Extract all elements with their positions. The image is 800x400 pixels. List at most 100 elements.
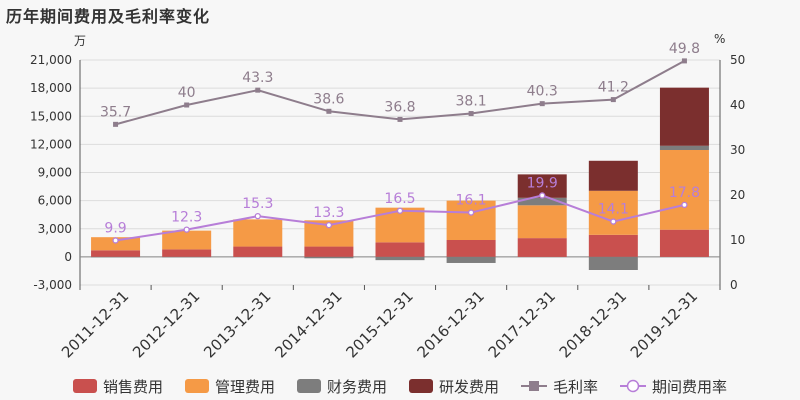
gross-margin-point [113,121,119,127]
expense-ratio-point [254,212,261,220]
bar-segment-2 [588,190,638,235]
legend-swatch-admin [184,379,209,393]
expense-ratio-point [396,207,404,214]
chart-title: 历年期间费用及毛利率变化 [6,7,211,26]
legend-label-finance: 财务费用 [326,377,387,396]
legend-label-sales: 销售费用 [102,377,163,396]
expense-ratio-point [325,221,333,229]
right-axis-unit: % [714,32,726,46]
gross-margin-label: 49.8 [669,41,700,57]
bar-segment-1 [659,229,709,257]
legend-item-expense-ratio[interactable]: 期间费用率 [620,376,727,397]
legend-label-gross-margin: 毛利率 [553,377,599,396]
gross-margin-point [681,58,687,64]
legend-label-rnd: 研发费用 [439,377,500,396]
bar-segment-3 [588,256,638,270]
bar-segment-3 [659,145,709,150]
gross-margin-point [184,102,190,108]
legend-swatch-finance [296,379,321,393]
category-label: 2014-12-31 [271,287,345,361]
gross-margin-point [255,87,261,93]
category-label: 2017-12-31 [485,287,559,361]
expense-ratio-label: 16.5 [384,191,415,207]
bar-segment-1 [446,240,496,257]
category-label: 2011-12-31 [58,287,132,361]
expense-ratio-point [467,209,475,216]
expense-ratio-point [681,201,688,209]
category-label: 2012-12-31 [129,287,203,361]
legend-item-rnd[interactable]: 研发费用 [409,376,499,397]
gross-margin-label: 40.3 [527,84,558,100]
category-label: 2018-12-31 [556,287,630,361]
expense-ratio-label: 19.9 [527,175,558,191]
expense-ratio-point [183,226,190,233]
right-tick-label: 0 [730,278,738,292]
gross-margin-point [468,111,474,117]
bar-segment-3 [304,256,354,259]
bar-segment-4 [588,160,638,191]
left-axis-unit: 万 [74,34,87,48]
bar-segment-3 [446,256,496,263]
bar-segment-2 [233,219,283,247]
category-label: 2013-12-31 [200,287,274,361]
gross-margin-point [610,97,616,103]
expense-ratio-label: 12.3 [171,210,202,226]
legend-label-admin: 管理费用 [214,377,275,396]
left-tick-label: 9,000 [38,166,72,180]
bar-segment-3 [517,197,567,206]
expense-ratio-label: 9.9 [104,220,126,236]
bar-segment-1 [304,246,354,257]
gross-margin-point [397,116,403,122]
expense-ratio-label: 13.3 [313,205,344,221]
bar-segment-2 [446,200,496,240]
bar-segment-4 [659,87,709,146]
legend-item-gross-margin[interactable]: 毛利率 [521,376,598,397]
bar-segment-1 [375,242,425,257]
expense-ratio-label: 16.1 [456,193,487,209]
gross-margin-point [539,101,545,107]
legend-swatch-rnd [409,379,433,393]
legend-marker-gross-margin [521,381,548,391]
left-tick-label: 6,000 [38,194,72,208]
bar-segment-1 [91,250,141,257]
bar-segment-4 [517,174,567,198]
expense-ratio-label: 14.1 [598,202,629,218]
expense-ratio-point [610,218,617,225]
category-label: 2015-12-31 [342,287,416,361]
legend-item-admin[interactable]: 管理费用 [184,376,275,397]
bar-segment-1 [517,238,567,257]
bar-segment-2 [659,150,709,230]
bar-segment-1 [233,246,283,257]
gross-margin-point [326,108,332,114]
gross-margin-label: 38.6 [313,91,344,107]
expense-ratio-label: 17.8 [669,185,700,201]
bar-segment-3 [162,256,212,258]
legend-label-expense-ratio: 期间费用率 [652,377,728,396]
gross-margin-label: 38.1 [456,94,487,110]
category-label: 2019-12-31 [627,287,701,361]
bar-segment-1 [588,234,638,257]
bar-segment-2 [91,237,141,251]
bar-segment-2 [517,205,567,239]
left-tick-label: 3,000 [38,222,72,236]
gross-margin-label: 40 [178,85,196,101]
bar-segment-2 [162,230,212,250]
left-tick-label: 21,000 [30,53,72,67]
bar-segment-3 [375,256,425,261]
legend-item-finance[interactable]: 财务费用 [296,376,387,397]
legend-marker-expense-ratio [620,379,647,393]
category-label: 2016-12-31 [414,287,488,361]
right-tick-label: 20 [730,188,745,202]
left-tick-label: 18,000 [30,81,72,95]
bar-segment-1 [162,249,212,257]
legend-item-sales[interactable]: 销售费用 [72,376,163,397]
left-tick-label: 12,000 [30,137,72,151]
expense-ratio-label: 15.3 [242,196,273,212]
chart-canvas: -3,000 0 3,000 6,000 9,000 12,000 15,000 18,000… [30,41,745,362]
left-tick-label: 15,000 [30,109,72,123]
expense-ratio-point [112,237,119,244]
legend: 销售费用 管理费用 财务费用 研发费用 毛利率 期间费用率 [0,374,800,398]
left-tick-label: 0 [64,250,72,264]
legend-swatch-sales [72,379,97,393]
right-tick-label: 30 [730,143,745,157]
